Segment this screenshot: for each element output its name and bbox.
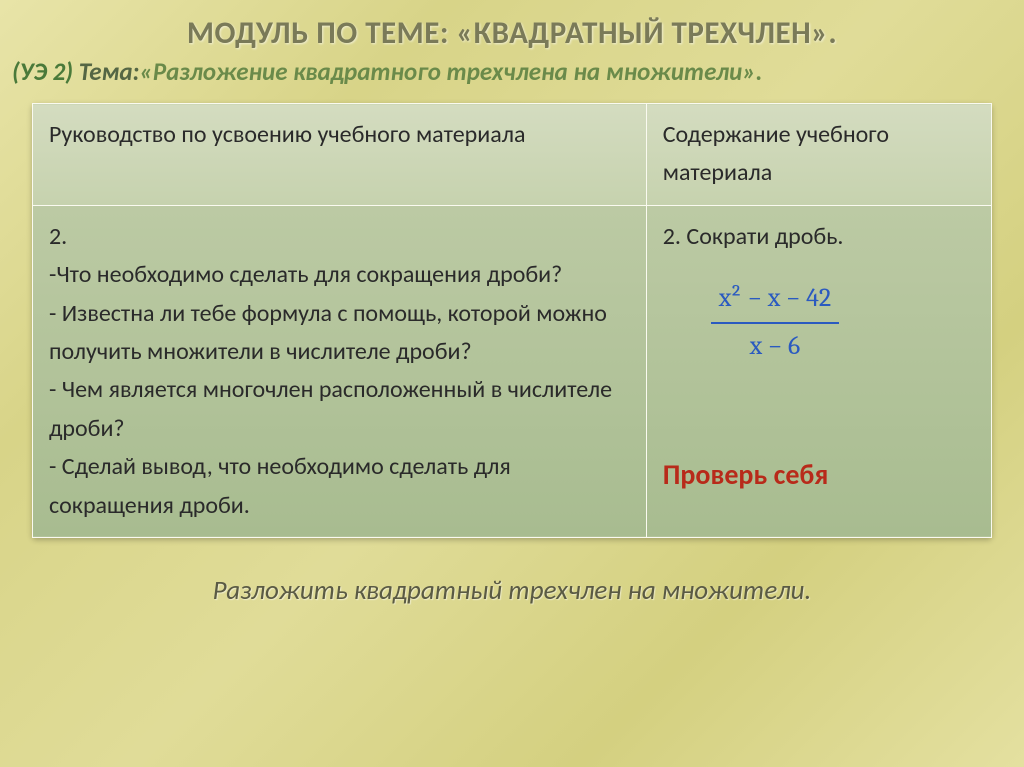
fraction-denominator: x − 6 xyxy=(711,324,839,368)
fraction-numerator: x² − x − 42 xyxy=(711,278,839,324)
table-body-row: 2. -Что необходимо сделать для сокращени… xyxy=(33,205,992,537)
content-table-wrap: Руководство по усвоению учебного материа… xyxy=(32,103,992,538)
task-title: 2. Сократи дробь. xyxy=(663,218,975,256)
subtitle-row: (УЭ 2) Тема:«Разложение квадратного трех… xyxy=(0,52,1024,87)
table-header-row: Руководство по усвоению учебного материа… xyxy=(33,104,992,206)
subtitle-text: «Разложение квадратного трехчлена на мно… xyxy=(139,56,762,87)
footer-instruction: Разложить квадратный трехчлен на множите… xyxy=(0,574,1024,607)
header-cell-left: Руководство по усвоению учебного материа… xyxy=(33,104,647,206)
subtitle-prefix: (УЭ 2) xyxy=(12,56,79,87)
check-yourself-link[interactable]: Проверь себя xyxy=(663,453,975,498)
body-cell-left: 2. -Что необходимо сделать для сокращени… xyxy=(33,205,647,537)
subtitle-theme-label: Тема: xyxy=(79,56,140,87)
header-cell-right: Содержание учебного материала xyxy=(646,104,991,206)
module-title: МОДУЛЬ ПО ТЕМЕ: «КВАДРАТНЫЙ ТРЕХЧЛЕН». xyxy=(0,0,1024,52)
fraction-expression: x² − x − 42 x − 6 xyxy=(711,278,839,367)
content-table: Руководство по усвоению учебного материа… xyxy=(32,103,992,538)
body-cell-right: 2. Сократи дробь. x² − x − 42 x − 6 Пров… xyxy=(646,205,991,537)
